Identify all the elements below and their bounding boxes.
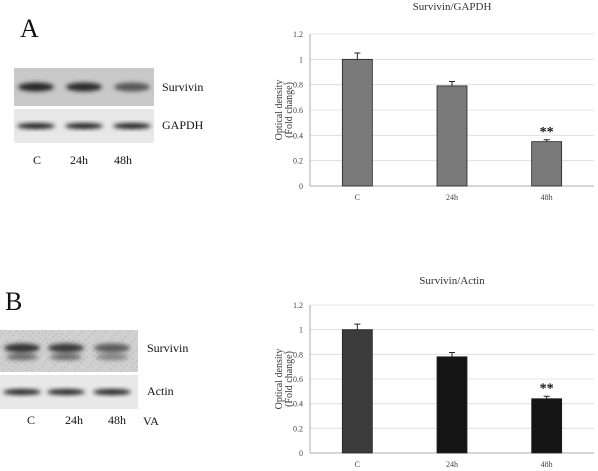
blot-b-band-0-lane-2 — [94, 343, 130, 360]
chart-0-xtick-label: 24h — [446, 193, 458, 202]
chart-0-ytick-label: 0.2 — [293, 157, 303, 166]
chart-0-ylabel-line2: (Fold change) — [284, 82, 295, 138]
blot-b-label-survivin: Survivin — [147, 341, 189, 355]
blot-b-survivin — [0, 330, 138, 372]
chart-0-ytick-label: 1 — [299, 55, 303, 64]
panel-letter-b: B — [5, 287, 23, 316]
blot-b-actin — [0, 375, 138, 409]
panel-letter-a: A — [20, 14, 39, 43]
chart-0-title: Survivin/GAPDH — [413, 1, 492, 13]
chart-survivin-gapdh: Survivin/GAPDH 0 0.2 0.4 0.6 0.8 1 1.2 Optical d… — [274, 1, 594, 202]
chart-1-title: Survivin/Actin — [419, 275, 485, 287]
chart-0-ytick-label: 0 — [299, 182, 303, 191]
chart-1-ytick-label: 1.2 — [293, 301, 303, 310]
chart-1-xtick-label: C — [355, 460, 360, 469]
chart-1-ytick-label: 0.6 — [293, 375, 303, 384]
blot-b-band-1-lane-0 — [3, 389, 41, 395]
blot-a-band-0-lane-2 — [114, 82, 150, 92]
blot-a-lane-48h: 48h — [114, 153, 132, 167]
blot-b-lane-48h: 48h — [108, 413, 126, 427]
blot-b-band-1-lane-2 — [93, 389, 131, 395]
chart-0-bar-C — [341, 58, 373, 187]
blot-b-treatment-label: VA — [143, 414, 159, 428]
blot-a-band-1-lane-1 — [65, 123, 103, 129]
blot-b-band-1-lane-1 — [47, 389, 85, 395]
blot-a-band-0-lane-1 — [66, 82, 102, 92]
blot-b-label-actin: Actin — [147, 384, 174, 398]
chart-1-ylabel-line1: Optical density — [274, 349, 285, 410]
chart-0-ylabel-line1: Optical density — [274, 80, 285, 141]
blot-b-band-0-lane-1 — [48, 343, 84, 360]
blot-a-label-survivin: Survivin — [162, 80, 204, 94]
blot-a-gapdh — [14, 109, 154, 143]
blot-a-band-1-lane-2 — [113, 123, 151, 129]
blot-a-band-1-lane-0 — [17, 123, 55, 129]
chart-0-ytick-label: 0.4 — [293, 131, 303, 140]
chart-0-significance-48h: ** — [540, 125, 554, 140]
blot-a-label-gapdh: GAPDH — [162, 118, 204, 132]
blot-a-survivin — [14, 68, 154, 106]
chart-1-ylabel-line2: (Fold change) — [284, 351, 295, 407]
chart-0-ytick-label: 1.2 — [293, 30, 303, 39]
chart-1-ytick-label: 0 — [299, 449, 303, 458]
blot-b-lane-24h: 24h — [65, 413, 83, 427]
chart-0-xtick-label: 48h — [541, 193, 553, 202]
chart-1-xtick-label: 24h — [446, 460, 458, 469]
blot-b-lane-c: C — [26, 413, 35, 427]
chart-0-bar-24h — [436, 85, 468, 187]
chart-1-ytick-label: 0.2 — [293, 424, 303, 433]
chart-1-ytick-label: 1 — [299, 326, 303, 335]
chart-1-xtick-label: 48h — [541, 460, 553, 469]
chart-0-xtick-label: C — [355, 193, 360, 202]
chart-0-ytick-label: 0.8 — [293, 81, 303, 90]
chart-1-significance-48h: ** — [540, 381, 554, 396]
blot-b-band-0-lane-0 — [4, 343, 40, 360]
chart-0-bar-48h — [531, 141, 563, 187]
blot-a-band-0-lane-0 — [18, 82, 54, 92]
chart-0-ytick-label: 0.6 — [293, 106, 303, 115]
chart-1-ytick-label: 0.8 — [293, 350, 303, 359]
chart-1-ytick-label: 0.4 — [293, 400, 303, 409]
chart-survivin-actin: Survivin/Actin 0 0.2 0.4 0.6 0.8 1 1.2 Optical d… — [274, 275, 594, 469]
blot-a-lane-24h: 24h — [70, 153, 88, 167]
blot-a-lane-c: C — [32, 153, 41, 167]
chart-1-bar-48h — [531, 398, 563, 454]
chart-1-bar-24h — [436, 356, 468, 454]
chart-1-bar-C — [341, 329, 373, 454]
